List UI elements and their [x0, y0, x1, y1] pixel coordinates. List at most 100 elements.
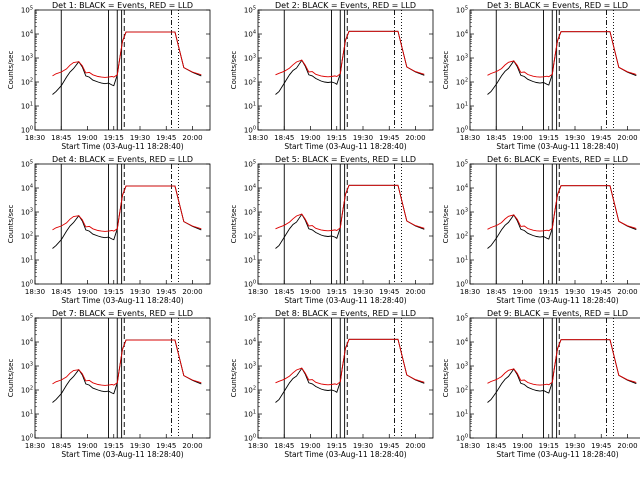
x-tick-label: 19:45: [379, 442, 399, 450]
y-axis-label: Counts/sec: [7, 205, 15, 244]
x-tick-label: 19:00: [77, 442, 97, 450]
x-tick-label: 18:30: [25, 134, 45, 142]
detector-panel-3: Det 3: BLACK = Events, RED = LLD 100 101 10…: [442, 1, 640, 151]
x-tick-label: 18:30: [25, 442, 45, 450]
y-tick-label: 102: [21, 386, 33, 395]
y-tick-label: 102: [456, 386, 468, 395]
y-tick-label: 103: [21, 54, 33, 63]
x-tick-label: 20:00: [182, 442, 202, 450]
y-axis-label: Counts/sec: [442, 205, 450, 244]
panel-title: Det 9: BLACK = Events, RED = LLD: [487, 309, 628, 318]
events-curve: [52, 31, 202, 95]
lld-curve: [487, 339, 637, 386]
detector-panel-5: Det 5: BLACK = Events, RED = LLD 100 101 10…: [230, 155, 434, 305]
x-axis-label: Start Time (03-Aug-11 18:28:40): [284, 142, 406, 151]
y-tick-label: 104: [244, 30, 256, 39]
x-tick-label: 20:00: [405, 134, 425, 142]
plot-frame: [469, 163, 640, 285]
x-tick-label: 19:15: [327, 134, 347, 142]
y-tick-label: 105: [456, 160, 468, 169]
x-axis-label: Start Time (03-Aug-11 18:28:40): [61, 296, 183, 305]
x-axis-label: Start Time (03-Aug-11 18:28:40): [496, 296, 618, 305]
x-tick-label: 19:30: [130, 134, 150, 142]
lld-curve: [487, 185, 637, 232]
detector-panel-4: Det 4: BLACK = Events, RED = LLD 100 101 10…: [7, 155, 211, 305]
events-curve: [487, 185, 637, 249]
x-tick-label: 19:45: [379, 134, 399, 142]
x-axis-label: Start Time (03-Aug-11 18:28:40): [496, 450, 618, 459]
y-tick-label: 105: [21, 314, 33, 323]
y-tick-label: 105: [244, 314, 256, 323]
x-tick-label: 18:45: [51, 134, 71, 142]
x-tick-label: 18:45: [486, 134, 506, 142]
x-tick-label: 18:45: [51, 442, 71, 450]
y-tick-label: 103: [456, 208, 468, 217]
y-axis-label: Counts/sec: [442, 359, 450, 398]
plot-frame: [34, 9, 211, 131]
x-tick-label: 19:30: [565, 442, 585, 450]
y-tick-label: 102: [244, 386, 256, 395]
x-axis-label: Start Time (03-Aug-11 18:28:40): [496, 142, 618, 151]
detector-panel-1: Det 1: BLACK = Events, RED = LLD 100 101 10…: [7, 1, 211, 151]
y-tick-label: 105: [244, 160, 256, 169]
lld-curve: [275, 338, 425, 386]
x-tick-label: 19:00: [512, 288, 532, 296]
x-tick-label: 18:30: [460, 134, 480, 142]
y-tick-label: 100: [244, 434, 256, 443]
x-tick-label: 18:45: [486, 442, 506, 450]
x-tick-label: 18:45: [51, 288, 71, 296]
x-tick-label: 19:45: [156, 134, 176, 142]
x-axis-label: Start Time (03-Aug-11 18:28:40): [61, 450, 183, 459]
events-curve: [275, 338, 425, 403]
y-tick-label: 101: [456, 256, 468, 265]
y-tick-label: 101: [21, 256, 33, 265]
x-tick-label: 19:15: [539, 442, 559, 450]
plot-frame: [469, 9, 640, 131]
y-tick-label: 104: [456, 184, 468, 193]
x-tick-label: 20:00: [617, 442, 637, 450]
x-tick-label: 20:00: [405, 442, 425, 450]
y-tick-label: 101: [21, 102, 33, 111]
y-tick-label: 103: [244, 362, 256, 371]
panel-title: Det 7: BLACK = Events, RED = LLD: [52, 309, 193, 318]
plot-frame: [469, 317, 640, 439]
lld-curve: [52, 31, 202, 78]
x-tick-label: 19:30: [565, 288, 585, 296]
y-tick-label: 101: [21, 410, 33, 419]
x-tick-label: 19:30: [130, 288, 150, 296]
y-tick-label: 104: [21, 184, 33, 193]
x-tick-label: 18:45: [274, 288, 294, 296]
x-tick-label: 19:30: [353, 288, 373, 296]
y-tick-label: 103: [456, 54, 468, 63]
y-tick-label: 105: [456, 6, 468, 15]
x-tick-label: 19:15: [539, 134, 559, 142]
events-curve: [52, 185, 202, 249]
x-tick-label: 19:30: [353, 442, 373, 450]
y-tick-label: 100: [244, 126, 256, 135]
y-tick-label: 105: [21, 160, 33, 169]
y-tick-label: 100: [456, 126, 468, 135]
x-tick-label: 20:00: [182, 134, 202, 142]
y-axis-label: Counts/sec: [230, 51, 238, 90]
plot-frame: [257, 317, 434, 439]
x-axis-label: Start Time (03-Aug-11 18:28:40): [61, 142, 183, 151]
y-tick-label: 103: [244, 54, 256, 63]
detector-panel-8: Det 8: BLACK = Events, RED = LLD 100 101 10…: [230, 309, 434, 459]
x-tick-label: 19:45: [379, 288, 399, 296]
events-curve: [275, 30, 425, 95]
panel-title: Det 6: BLACK = Events, RED = LLD: [487, 155, 628, 164]
y-tick-label: 103: [244, 208, 256, 217]
plot-frame: [257, 9, 434, 131]
y-tick-label: 101: [456, 102, 468, 111]
x-tick-label: 20:00: [182, 288, 202, 296]
y-tick-label: 104: [456, 30, 468, 39]
y-tick-label: 104: [244, 338, 256, 347]
y-axis-label: Counts/sec: [7, 51, 15, 90]
y-tick-label: 102: [21, 232, 33, 241]
x-axis-label: Start Time (03-Aug-11 18:28:40): [284, 296, 406, 305]
x-tick-label: 18:30: [460, 288, 480, 296]
x-tick-label: 19:00: [77, 288, 97, 296]
x-tick-label: 19:45: [156, 288, 176, 296]
y-tick-label: 101: [244, 256, 256, 265]
events-curve: [275, 184, 425, 249]
